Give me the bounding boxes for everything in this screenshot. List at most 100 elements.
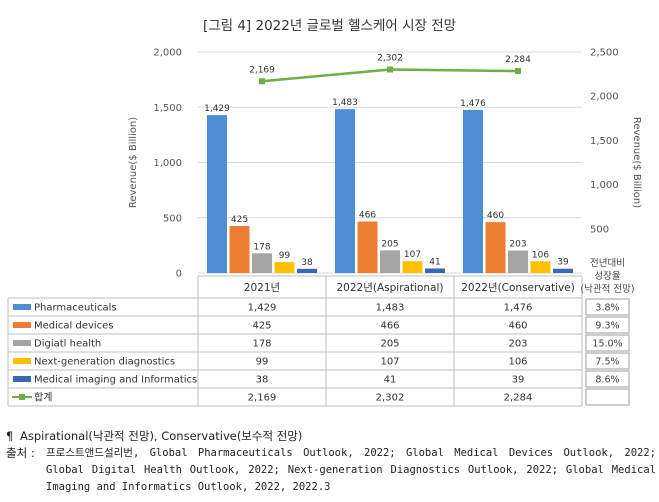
- source-text: 프로스트앤드설리번, Global Pharmaceuticals Outloo…: [46, 447, 656, 493]
- source-label: 출처 :: [6, 446, 35, 460]
- line-data-label: 2,169: [249, 65, 275, 75]
- bar: [553, 268, 573, 273]
- line-data-label: 2,302: [377, 54, 403, 64]
- table-cell: 2,284: [504, 393, 533, 404]
- legend-label: Pharmaceuticals: [34, 303, 117, 314]
- y2-tick-label: 2,500: [590, 48, 619, 59]
- bar: [207, 115, 227, 274]
- bar: [485, 222, 506, 273]
- note-row: ¶ Aspirational(낙관적 전망), Conservative(보수적…: [6, 428, 656, 445]
- growth-value: 15.0%: [592, 339, 622, 350]
- bar: [380, 250, 400, 273]
- legend-label: Next-generation diagnostics: [34, 357, 175, 368]
- bar-data-label: 1,483: [332, 98, 358, 108]
- table-cell: 460: [508, 321, 527, 332]
- growth-value: 8.6%: [595, 375, 619, 386]
- growth-header: 성장율: [594, 271, 620, 282]
- bar-data-label: 203: [509, 240, 526, 250]
- bar: [252, 253, 272, 273]
- growth-value: 3.8%: [595, 303, 619, 314]
- bar: [530, 261, 551, 273]
- legend-key-marker: [19, 394, 25, 400]
- table-cell: 107: [380, 357, 399, 368]
- growth-cell-box: [585, 388, 630, 406]
- bar-data-label: 38: [301, 258, 313, 268]
- table-cell: 99: [256, 357, 269, 368]
- bar: [229, 226, 250, 273]
- legend-label: Medical imaging and Informatics: [34, 375, 197, 386]
- bar-data-label: 466: [359, 211, 376, 221]
- table-cell: 1,483: [376, 303, 405, 314]
- y-tick-label: 2,000: [153, 48, 182, 59]
- bar-data-label: 106: [532, 250, 549, 260]
- bar-data-label: 41: [429, 257, 440, 267]
- bar-data-label: 178: [253, 242, 270, 252]
- table-cell: 106: [508, 357, 527, 368]
- table-cell: 2,169: [248, 393, 277, 404]
- table-cell: 178: [252, 339, 271, 350]
- growth-cell-box: [585, 298, 630, 316]
- x-category-label: 2021년: [244, 282, 280, 294]
- table-cell: 205: [380, 339, 399, 350]
- legend-key: [13, 358, 31, 364]
- bar: [425, 268, 445, 273]
- legend-key: [13, 340, 31, 346]
- line-point: [387, 66, 393, 73]
- bar-data-label: 425: [231, 215, 248, 225]
- y2-tick-label: 500: [590, 224, 609, 235]
- table-cell: 2,302: [376, 393, 405, 404]
- table-cell: 203: [508, 339, 527, 350]
- legend-key: [13, 376, 31, 382]
- bar-data-label: 1,476: [460, 99, 486, 109]
- legend-key: [13, 322, 31, 328]
- x-category-label: 2022년(Aspirational): [336, 282, 443, 294]
- y-tick-label: 1,000: [153, 158, 182, 169]
- line-point: [515, 68, 521, 75]
- growth-value: 7.5%: [595, 357, 619, 368]
- growth-cell-box: [585, 316, 630, 334]
- bar-data-label: 107: [404, 250, 421, 260]
- legend-key: [13, 304, 31, 310]
- note-text: Aspirational(낙관적 전망), Conservative(보수적 전…: [20, 429, 303, 443]
- bar: [335, 109, 355, 273]
- chart-title: [그림 4] 2022년 글로벌 헬스케어 시장 전망: [202, 18, 457, 34]
- y-axis-title: Revenue($ Billion): [128, 117, 139, 208]
- bar: [402, 261, 423, 273]
- note-mark: ¶: [6, 429, 14, 443]
- growth-header: (낙관적 전망): [580, 283, 634, 295]
- table-cell: 466: [380, 321, 399, 332]
- chart-area: 1,429 425 178 99 38 1,483 466 205 107 41 1,476 460 2…: [7, 48, 642, 407]
- table-cell: 1,476: [504, 303, 533, 314]
- growth-cell-box: [585, 334, 630, 352]
- y-tick-label: 1,500: [153, 103, 182, 114]
- bar: [297, 268, 317, 273]
- table-cell: 425: [252, 321, 271, 332]
- bar: [357, 221, 378, 273]
- legend-label: Medical devices: [34, 321, 114, 332]
- growth-cell-box: [585, 370, 630, 388]
- line-point: [259, 78, 265, 85]
- bar-data-label: 460: [487, 211, 504, 221]
- growth-cell-box: [585, 352, 630, 370]
- bar: [508, 250, 528, 273]
- legend-label: 합계: [34, 392, 52, 404]
- bar: [274, 262, 295, 273]
- notes-section: ¶ Aspirational(낙관적 전망), Conservative(보수적…: [6, 428, 656, 496]
- y-tick-label: 0: [176, 269, 182, 280]
- y2-tick-label: 1,000: [590, 180, 619, 191]
- y2-tick-label: 1,500: [590, 136, 619, 147]
- table-cell: 41: [384, 375, 397, 386]
- bar: [463, 109, 483, 273]
- y2-tick-label: 2,000: [590, 92, 619, 103]
- bar-data-label: 99: [279, 251, 291, 261]
- growth-value: 9.3%: [595, 321, 619, 332]
- bar-data-label: 205: [381, 239, 398, 249]
- y-tick-label: 500: [163, 213, 182, 224]
- source-row: 출처 : 프로스트앤드설리번, Global Pharmaceuticals O…: [6, 445, 656, 496]
- line-data-label: 2,284: [505, 55, 531, 65]
- table-cell: 38: [256, 375, 269, 386]
- growth-header: 전년대비: [590, 258, 625, 269]
- legend-label: Digiatl health: [34, 339, 101, 350]
- bar-data-label: 39: [557, 258, 569, 268]
- y2-axis-title: Revenue($ Billion): [631, 117, 642, 208]
